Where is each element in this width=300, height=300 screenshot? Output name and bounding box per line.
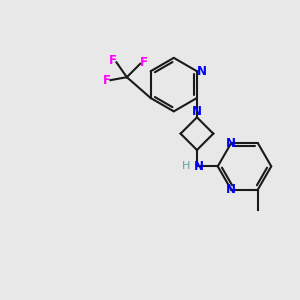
- Text: F: F: [140, 56, 148, 69]
- Text: F: F: [103, 74, 111, 87]
- Text: N: N: [226, 137, 236, 150]
- Text: N: N: [196, 65, 206, 78]
- Text: H: H: [182, 161, 191, 171]
- Text: F: F: [109, 54, 117, 67]
- Text: N: N: [194, 160, 203, 173]
- Text: N: N: [192, 106, 202, 118]
- Text: N: N: [226, 183, 236, 196]
